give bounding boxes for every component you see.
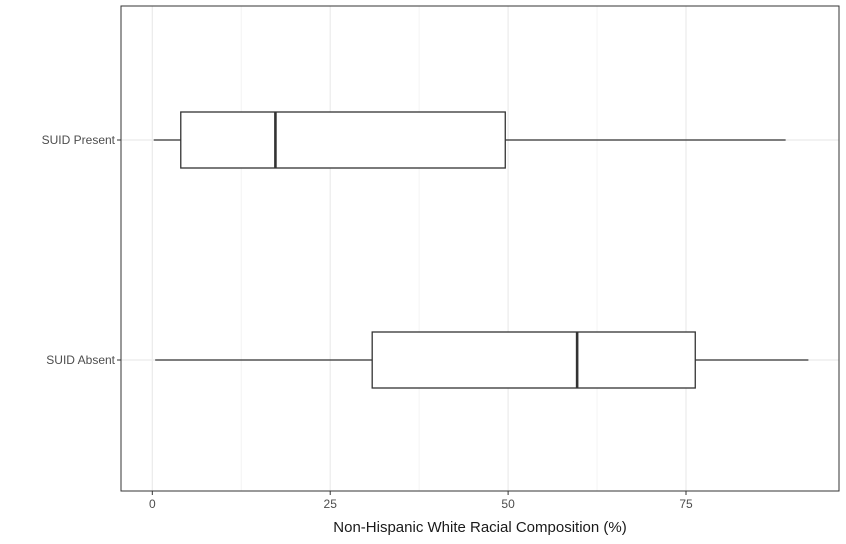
x-axis-title: Non-Hispanic White Racial Composition (%… <box>333 519 626 536</box>
box-suid-absent <box>155 331 809 389</box>
box-suid-present <box>153 111 786 169</box>
x-tick-label: 50 <box>501 497 515 511</box>
y-tick-label: SUID Present <box>42 133 116 147</box>
y-tick-label: SUID Absent <box>46 353 115 367</box>
panel-border <box>120 5 840 492</box>
axes: 0 25 50 75 SUID Present SUID Absent <box>42 133 693 511</box>
x-tick-label: 25 <box>324 497 338 511</box>
iqr-box <box>180 111 506 169</box>
x-tick-label: 75 <box>679 497 693 511</box>
box-group <box>153 111 809 389</box>
iqr-box <box>371 331 696 389</box>
x-tick-label: 0 <box>149 497 156 511</box>
